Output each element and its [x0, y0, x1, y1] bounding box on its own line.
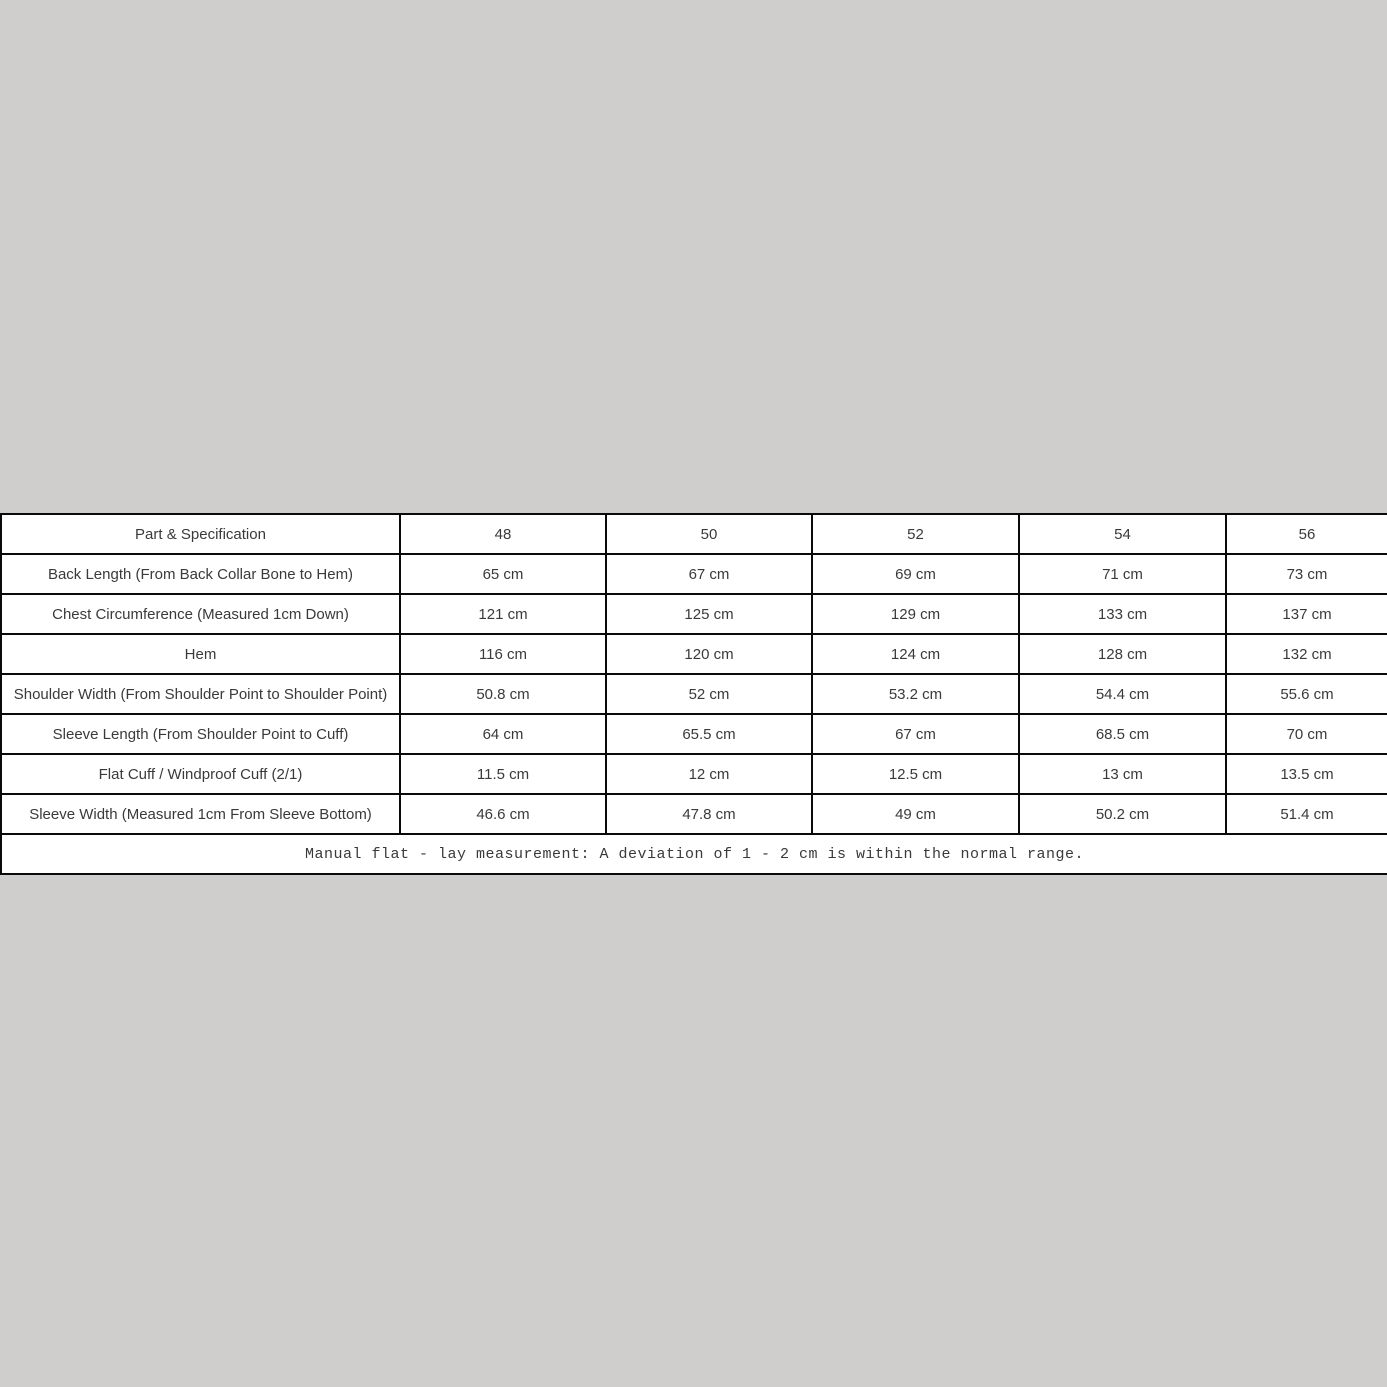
measurement-cell: 12 cm — [605, 753, 813, 795]
measurement-cell: 49 cm — [811, 793, 1020, 835]
measurement-cell: 47.8 cm — [605, 793, 813, 835]
measurement-cell: 67 cm — [605, 553, 813, 595]
measurement-cell: 67 cm — [811, 713, 1020, 755]
measurement-cell: 52 cm — [605, 673, 813, 715]
column-header-part-specification: Part & Specification — [0, 513, 401, 555]
measurement-cell: 12.5 cm — [811, 753, 1020, 795]
measurement-cell: 71 cm — [1018, 553, 1227, 595]
spec-label-cell: Shoulder Width (From Shoulder Point to S… — [0, 673, 401, 715]
footer-note: Manual flat - lay measurement: A deviati… — [0, 833, 1387, 875]
measurement-cell: 65.5 cm — [605, 713, 813, 755]
spec-label-cell: Flat Cuff / Windproof Cuff (2/1) — [0, 753, 401, 795]
measurement-cell: 68.5 cm — [1018, 713, 1227, 755]
measurement-cell: 13.5 cm — [1225, 753, 1387, 795]
spec-label-cell: Chest Circumference (Measured 1cm Down) — [0, 593, 401, 635]
measurement-cell: 120 cm — [605, 633, 813, 675]
table-row: Back Length (From Back Collar Bone to He… — [0, 553, 1387, 595]
size-chart-table: Part & Specification 48 50 52 54 56 Back Leng… — [0, 513, 1387, 875]
measurement-cell: 64 cm — [399, 713, 607, 755]
measurement-cell: 73 cm — [1225, 553, 1387, 595]
column-header-size: 54 — [1018, 513, 1227, 555]
table-row: Shoulder Width (From Shoulder Point to S… — [0, 673, 1387, 715]
spec-label-cell: Sleeve Width (Measured 1cm From Sleeve B… — [0, 793, 401, 835]
measurement-cell: 128 cm — [1018, 633, 1227, 675]
table-row: Flat Cuff / Windproof Cuff (2/1) 11.5 cm 1… — [0, 753, 1387, 795]
measurement-cell: 133 cm — [1018, 593, 1227, 635]
measurement-cell: 55.6 cm — [1225, 673, 1387, 715]
measurement-cell: 11.5 cm — [399, 753, 607, 795]
column-header-size: 50 — [605, 513, 813, 555]
column-header-size: 52 — [811, 513, 1020, 555]
spec-label-cell: Hem — [0, 633, 401, 675]
measurement-cell: 70 cm — [1225, 713, 1387, 755]
measurement-cell: 132 cm — [1225, 633, 1387, 675]
table-row: Sleeve Length (From Shoulder Point to Cu… — [0, 713, 1387, 755]
measurement-cell: 53.2 cm — [811, 673, 1020, 715]
measurement-cell: 129 cm — [811, 593, 1020, 635]
size-chart: Part & Specification 48 50 52 54 56 Back Leng… — [0, 513, 1387, 875]
measurement-cell: 13 cm — [1018, 753, 1227, 795]
column-header-size: 56 — [1225, 513, 1387, 555]
measurement-cell: 50.8 cm — [399, 673, 607, 715]
table-row: Hem 116 cm 120 cm 124 cm 128 cm 132 cm — [0, 633, 1387, 675]
measurement-cell: 137 cm — [1225, 593, 1387, 635]
measurement-cell: 69 cm — [811, 553, 1020, 595]
measurement-cell: 46.6 cm — [399, 793, 607, 835]
column-header-size: 48 — [399, 513, 607, 555]
measurement-cell: 51.4 cm — [1225, 793, 1387, 835]
header-row: Part & Specification 48 50 52 54 56 — [0, 513, 1387, 555]
measurement-cell: 65 cm — [399, 553, 607, 595]
spec-label-cell: Back Length (From Back Collar Bone to He… — [0, 553, 401, 595]
measurement-cell: 121 cm — [399, 593, 607, 635]
measurement-cell: 116 cm — [399, 633, 607, 675]
measurement-cell: 54.4 cm — [1018, 673, 1227, 715]
measurement-cell: 125 cm — [605, 593, 813, 635]
table-row: Sleeve Width (Measured 1cm From Sleeve B… — [0, 793, 1387, 835]
measurement-cell: 50.2 cm — [1018, 793, 1227, 835]
footer-row: Manual flat - lay measurement: A deviati… — [0, 833, 1387, 875]
measurement-cell: 124 cm — [811, 633, 1020, 675]
spec-label-cell: Sleeve Length (From Shoulder Point to Cu… — [0, 713, 401, 755]
table-row: Chest Circumference (Measured 1cm Down) 1… — [0, 593, 1387, 635]
